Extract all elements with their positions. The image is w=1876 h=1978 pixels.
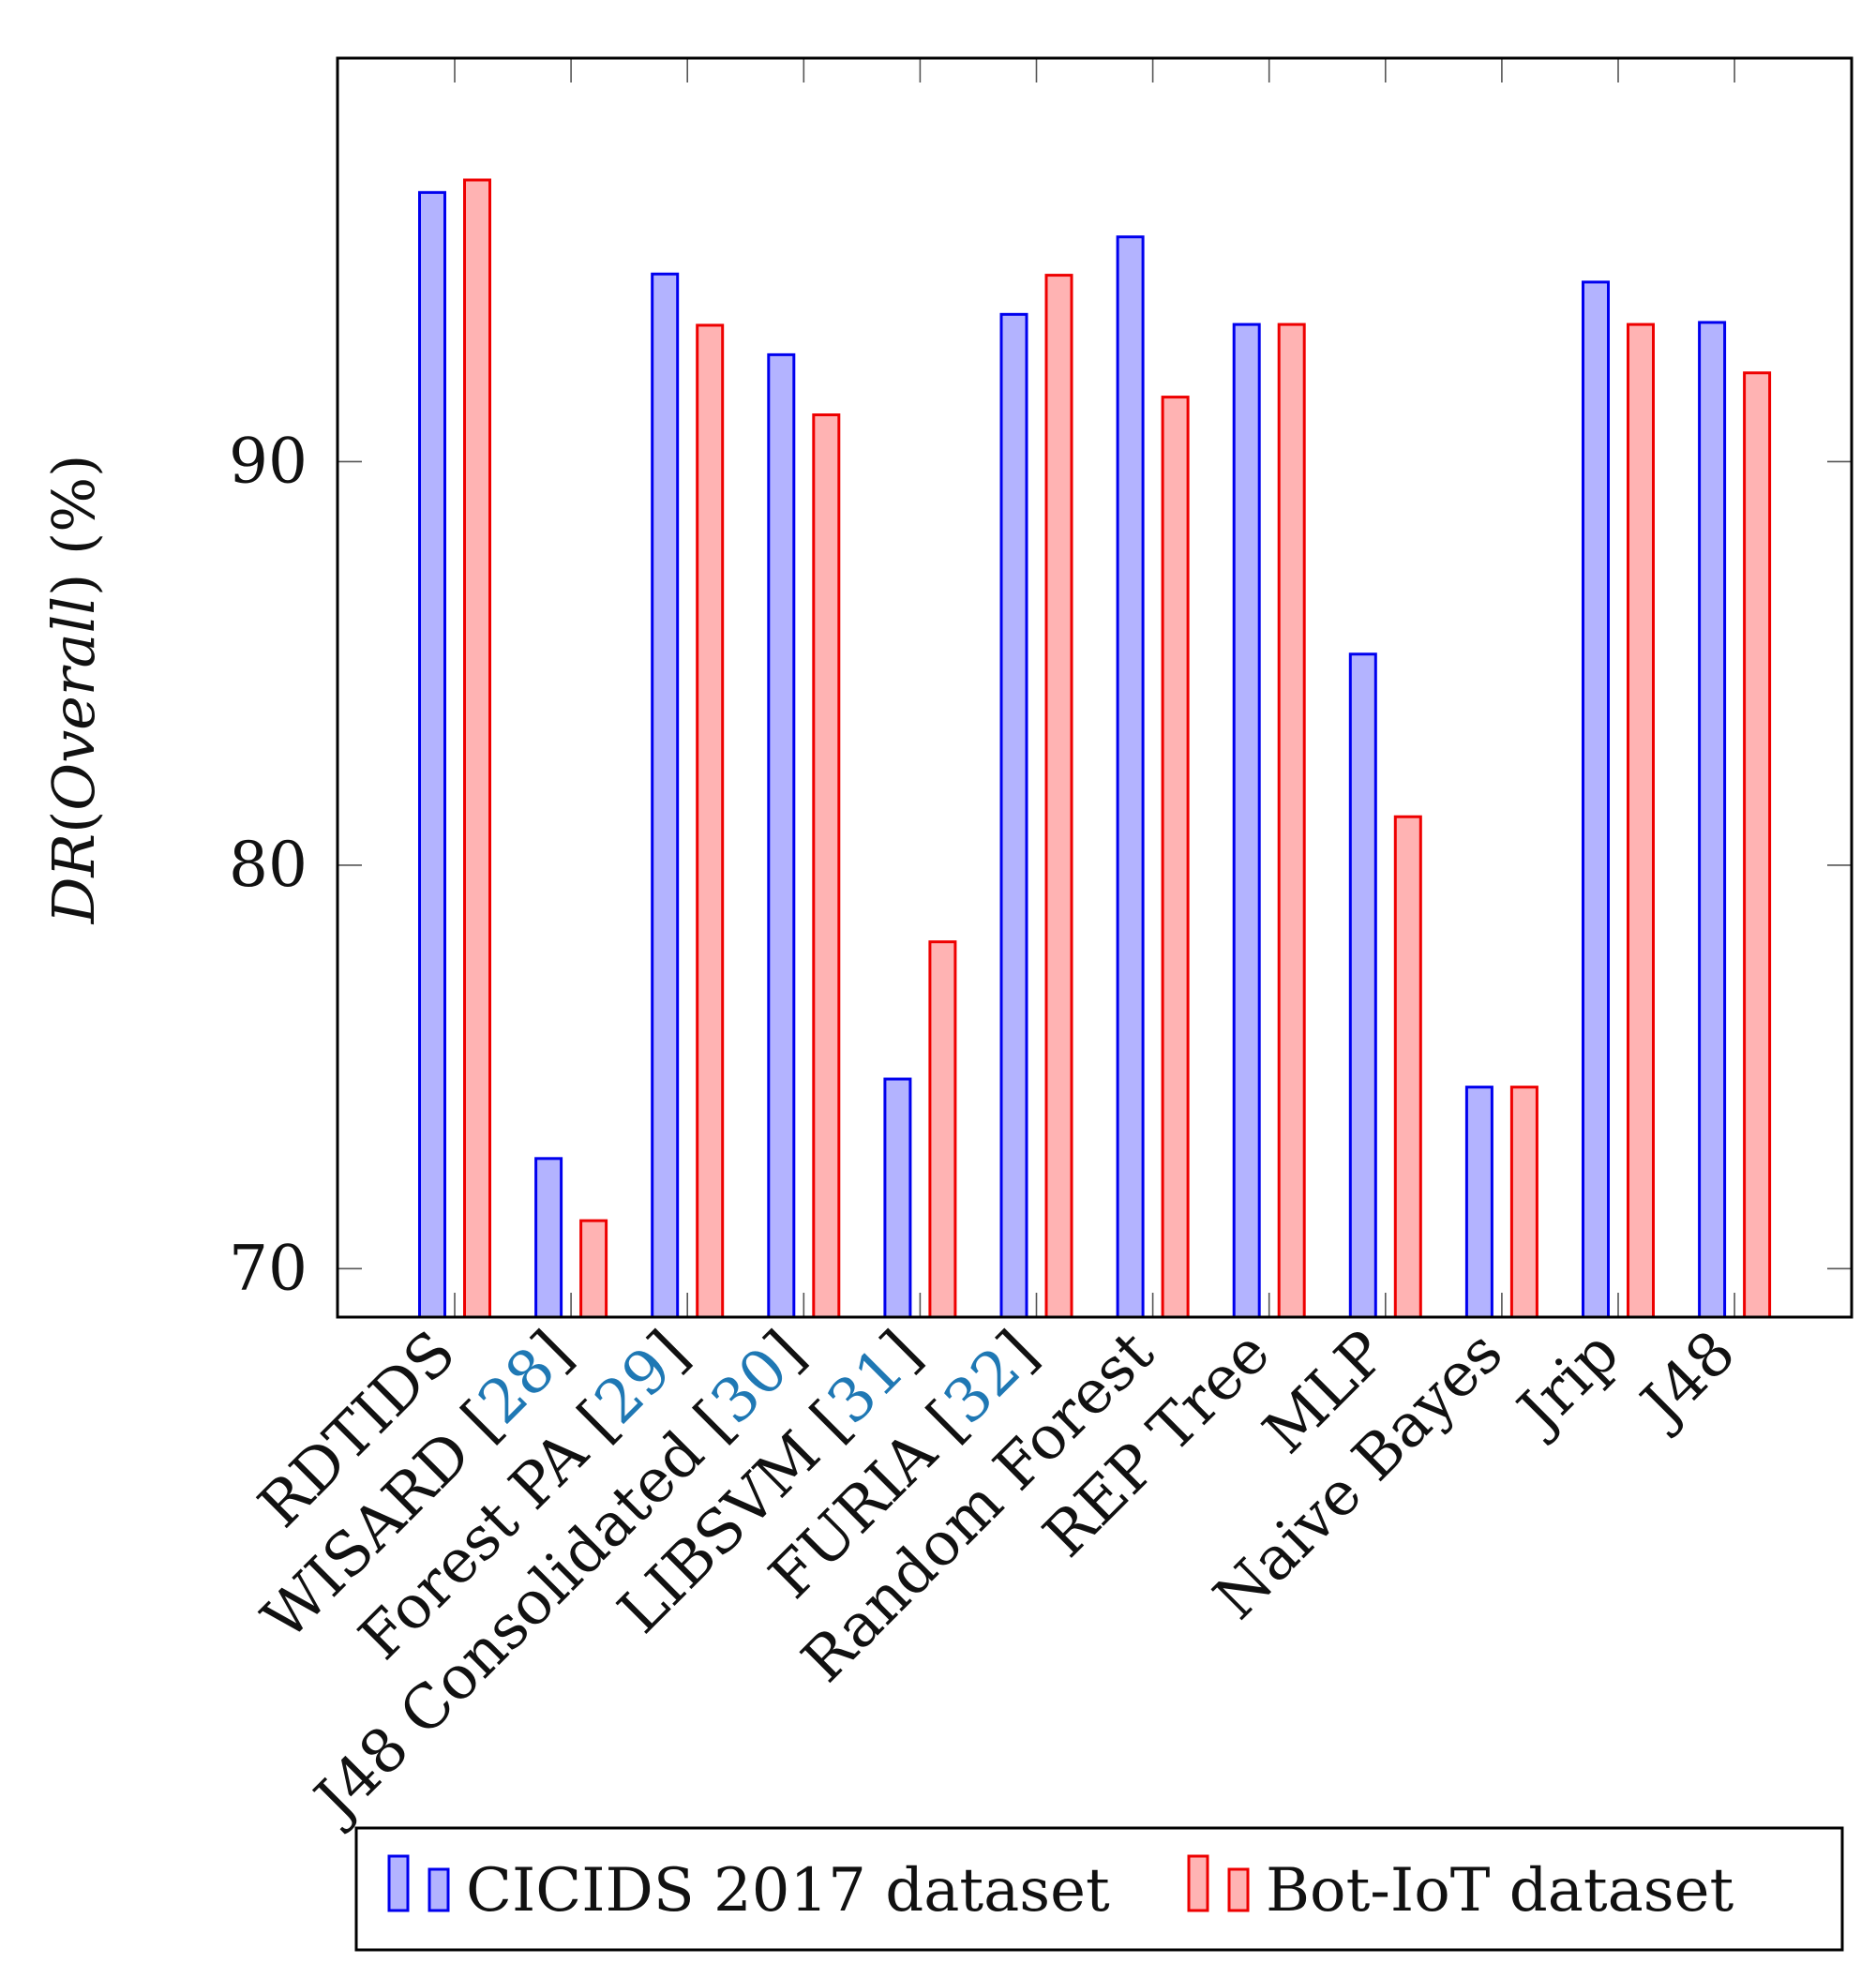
bar-botiot bbox=[1393, 815, 1422, 1319]
category-name: J48 bbox=[1625, 1318, 1748, 1442]
bar-cicids bbox=[651, 272, 680, 1319]
bar-cicids bbox=[1464, 1086, 1493, 1319]
y-tick-label: 70 bbox=[229, 1232, 308, 1304]
y-axis-title-close: ) bbox=[39, 555, 108, 596]
bar-cicids bbox=[1698, 321, 1727, 1319]
legend-label: Bot-IoT dataset bbox=[1266, 1856, 1733, 1926]
bar-cicids bbox=[534, 1157, 563, 1319]
bar-botiot bbox=[812, 413, 841, 1319]
y-axis-title-main: DR bbox=[39, 833, 108, 924]
bar-cicids bbox=[767, 352, 796, 1319]
bar-botiot bbox=[463, 178, 491, 1319]
bars bbox=[418, 178, 1772, 1319]
legend-swatch bbox=[1187, 1854, 1209, 1912]
y-tick-label: 90 bbox=[229, 425, 308, 497]
bar-botiot bbox=[1161, 396, 1190, 1319]
bar-cicids bbox=[1232, 322, 1261, 1319]
y-axis-title: DR(Overall) (%) bbox=[39, 455, 108, 925]
legend-box bbox=[354, 1826, 1844, 1952]
axis-ticks bbox=[338, 58, 1852, 1317]
bar-cicids bbox=[1116, 235, 1145, 1319]
bar-botiot bbox=[1277, 322, 1306, 1319]
bar-botiot bbox=[1743, 371, 1772, 1319]
bar-botiot bbox=[1509, 1086, 1538, 1319]
x-tick-label: Jrip bbox=[1502, 1318, 1633, 1449]
bar-cicids bbox=[1582, 280, 1610, 1319]
legend-label: CICIDS 2017 dataset bbox=[466, 1856, 1110, 1926]
axes bbox=[336, 56, 1853, 1319]
bar-cicids bbox=[883, 1077, 912, 1319]
bar-botiot bbox=[1627, 322, 1655, 1319]
plot-frame bbox=[336, 56, 1853, 1319]
legend: CICIDS 2017 dataset Bot-IoT dataset bbox=[354, 1826, 1844, 1952]
bar-botiot bbox=[928, 940, 957, 1319]
legend-swatch bbox=[428, 1867, 450, 1912]
y-axis-title-paren: Overall bbox=[39, 596, 108, 811]
bar-cicids bbox=[418, 190, 446, 1319]
bar-botiot bbox=[1044, 274, 1073, 1319]
bar-botiot bbox=[579, 1219, 608, 1319]
legend-swatch bbox=[387, 1854, 410, 1912]
bar-botiot bbox=[696, 323, 725, 1319]
y-axis-title-open: ( bbox=[39, 811, 108, 833]
legend-swatch bbox=[1227, 1867, 1250, 1912]
y-axis-title-text: DR(Overall) (%) bbox=[39, 455, 108, 925]
y-axis-title-unit: (%) bbox=[39, 455, 108, 555]
bar-cicids bbox=[999, 312, 1028, 1319]
category-name: Jrip bbox=[1502, 1318, 1633, 1449]
bar-cicids bbox=[1348, 652, 1377, 1319]
y-tick-labels: 70 80 90 bbox=[229, 425, 308, 1304]
y-tick-label: 80 bbox=[229, 829, 308, 901]
x-tick-label: J48 bbox=[1625, 1318, 1748, 1442]
